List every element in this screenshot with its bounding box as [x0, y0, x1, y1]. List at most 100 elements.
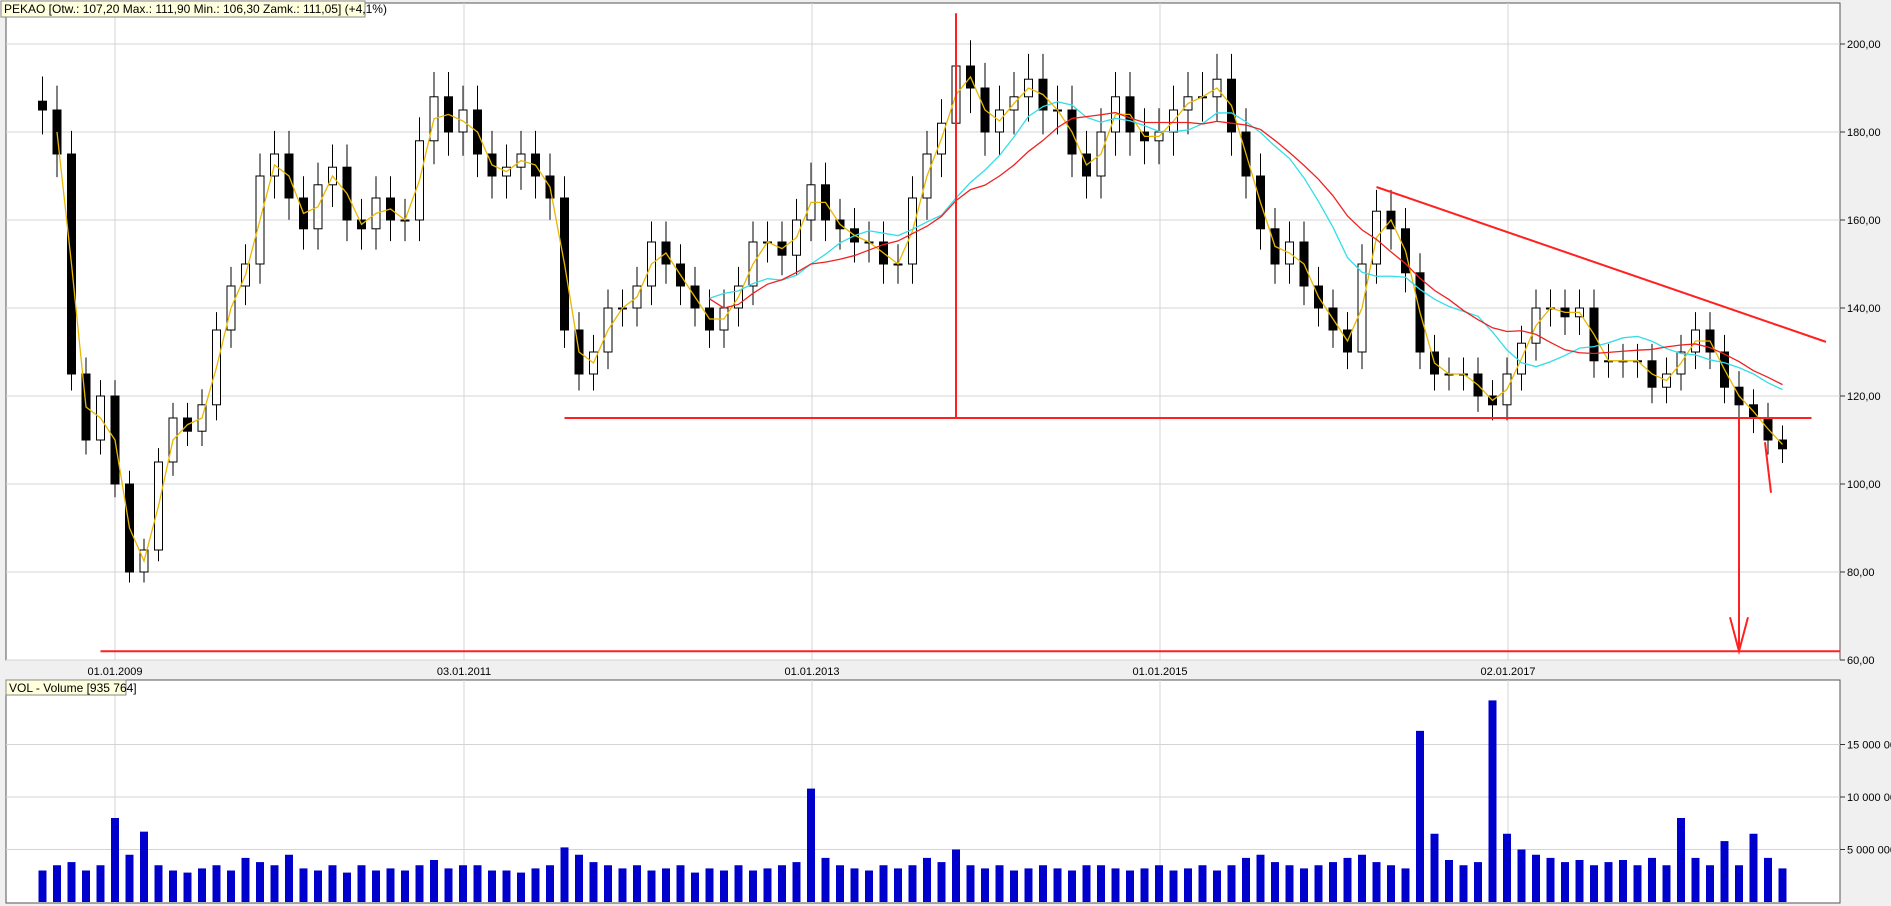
volume-bar [285, 854, 293, 902]
volume-bar [1082, 865, 1091, 902]
volume-bar [1633, 865, 1642, 902]
volume-bar [850, 868, 859, 902]
volume-bar [1474, 862, 1482, 902]
volume-bar [1314, 865, 1323, 902]
volume-bar [1677, 818, 1685, 902]
volume-title-box: VOL - Volume [935 764] [5, 679, 137, 696]
volume-bar [1706, 865, 1714, 902]
volume-bar [1459, 865, 1468, 902]
volume-bar [111, 818, 119, 902]
volume-bar [807, 788, 815, 902]
volume-bar [270, 865, 279, 902]
volume-bar [96, 865, 105, 902]
volume-bar [763, 868, 772, 902]
volume-bar [1155, 865, 1163, 902]
x-tick-label: 01.01.2015 [1132, 666, 1187, 678]
x-tick-label: 03.01.2011 [437, 666, 491, 678]
volume-bar [1662, 865, 1671, 902]
volume-bar [183, 872, 192, 902]
volume-bar [1343, 857, 1352, 902]
volume-bar [1561, 862, 1569, 902]
annotation-segment [1764, 442, 1772, 493]
downtrend-line [1376, 186, 1827, 343]
volume-bar [459, 865, 467, 902]
volume-bar [792, 862, 801, 902]
volume-bar [1010, 870, 1018, 902]
x-tick-label: 02.01.2017 [1480, 666, 1535, 678]
volume-bar [1097, 865, 1105, 902]
volume-bar [560, 847, 569, 902]
volume-bar [169, 870, 177, 902]
red-moving-average-line [709, 111, 1783, 386]
price-title: PEKAO [Otw.: 107,20 Max.: 111,90 Min.: 1… [4, 2, 387, 16]
volume-bar [1242, 857, 1250, 902]
y-tick-label: 200,00 [1847, 39, 1881, 51]
volume-bar [894, 868, 902, 902]
volume-bar [1764, 857, 1772, 902]
volume-bar [1517, 849, 1526, 902]
y-tick-label: 140,00 [1847, 303, 1881, 315]
volume-bar [430, 860, 438, 902]
volume-bar [1445, 860, 1453, 902]
volume-bar [314, 870, 322, 902]
short-moving-average-line [56, 75, 1783, 563]
volume-bar [1271, 862, 1279, 902]
volume-bar [198, 868, 206, 902]
volume-bar [1532, 854, 1540, 902]
volume-y-tick-label: 15 000 000 [1847, 740, 1891, 752]
arrow-head-icon [1729, 616, 1749, 656]
volume-bar [981, 868, 989, 902]
y-tick-label: 180,00 [1847, 127, 1881, 139]
volume-bar [966, 865, 975, 902]
volume-bar [1169, 870, 1178, 902]
volume-bar [937, 862, 946, 902]
volume-bar [1503, 833, 1511, 902]
volume-bar [1372, 862, 1381, 902]
volume-bar [488, 870, 496, 902]
volume-bar [1300, 868, 1308, 902]
volume-bar [1213, 870, 1221, 902]
volume-bar [908, 865, 917, 902]
volume-bar [299, 868, 308, 902]
volume-bar [212, 865, 221, 902]
price-title-box: PEKAO [Otw.: 107,20 Max.: 111,90 Min.: 1… [0, 0, 387, 18]
volume-bar [589, 862, 598, 902]
volume-bar [618, 868, 627, 902]
volume-bar [1401, 868, 1410, 902]
volume-bar [1691, 857, 1700, 902]
volume-bar [531, 868, 540, 902]
volume-bar [38, 870, 47, 902]
volume-bar [1068, 870, 1076, 902]
volume-bar [1546, 857, 1555, 902]
volume-bar [546, 865, 554, 902]
volume-bar [1590, 865, 1598, 902]
volume-bar [633, 865, 641, 902]
volume-bar [749, 870, 757, 902]
volume-bar [734, 865, 743, 902]
volume-bar [952, 849, 960, 902]
volume-bar [386, 868, 395, 902]
volume-bar [1039, 865, 1047, 902]
y-tick-label: 60,00 [1847, 655, 1875, 667]
volume-bar [1604, 862, 1613, 902]
volume-bar [227, 870, 235, 902]
candle-body [38, 100, 47, 111]
volume-y-tick-label: 5 000 000 [1847, 845, 1891, 857]
volume-bar [1648, 857, 1656, 902]
volume-bar [1184, 868, 1192, 902]
x-tick-label: 01.01.2009 [87, 666, 142, 678]
volume-bar [82, 870, 90, 902]
volume-bar [923, 857, 931, 902]
y-tick-label: 100,00 [1847, 479, 1881, 491]
volume-bar [444, 868, 453, 902]
y-tick-label: 120,00 [1847, 391, 1881, 403]
volume-bar [357, 865, 366, 902]
volume-bar [1575, 860, 1584, 902]
volume-bar [415, 865, 424, 902]
volume-bar [778, 865, 786, 902]
volume-bar [1053, 868, 1062, 902]
y-tick-label: 160,00 [1847, 215, 1881, 227]
volume-bar [879, 865, 888, 902]
volume-bar [1749, 833, 1758, 902]
volume-bar [705, 868, 714, 902]
